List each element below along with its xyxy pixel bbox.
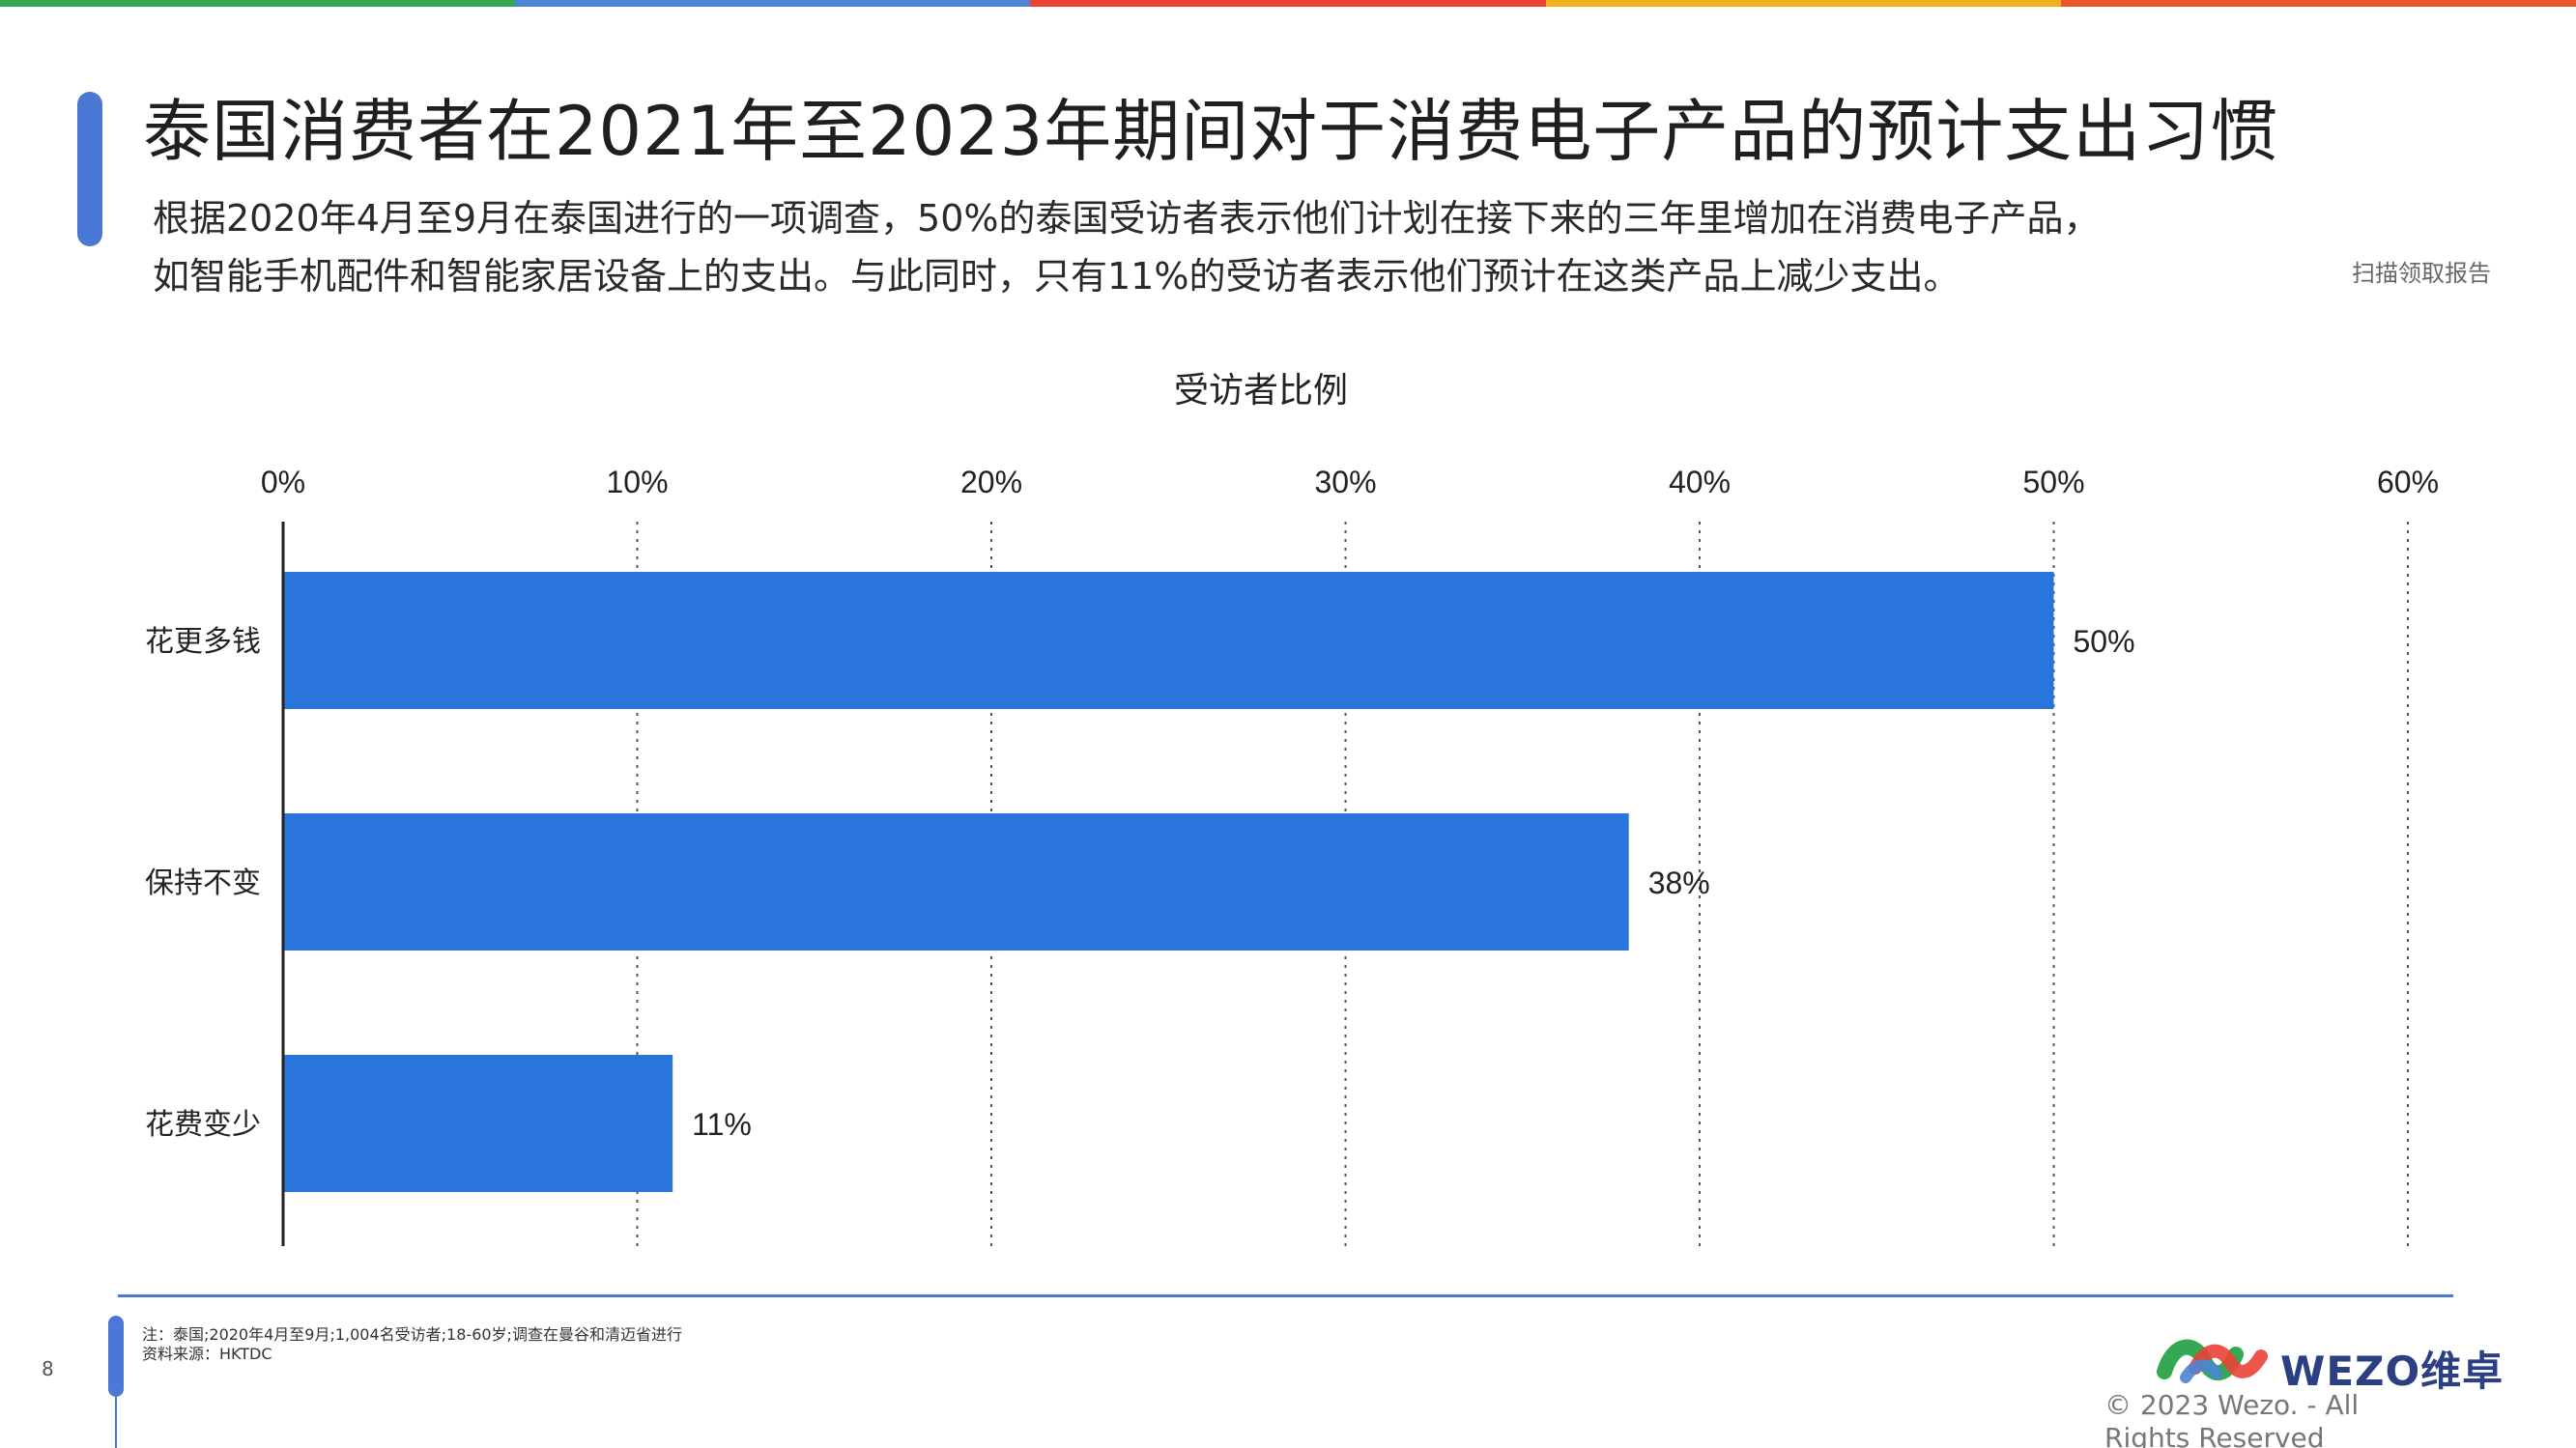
value-label-2: 38%: [1648, 866, 1710, 900]
x-axis-tick-labels: 0% 10% 20% 30% 40% 50% 60%: [261, 465, 2439, 499]
bar-chart: 受访者比例 0% 10% 20% 30% 40% 50% 60% 50% 38% 11% 花更多…: [145, 370, 2439, 1246]
bar-1: [283, 572, 2054, 709]
tick-label-30: 30%: [1314, 465, 1376, 499]
footer-accent-line: [115, 1397, 117, 1448]
value-label-3: 11%: [692, 1107, 752, 1142]
stripe-segment-orange: [2060, 0, 2576, 7]
tick-label-0: 0%: [261, 465, 305, 499]
footer-notes: 注：泰国;2020年4月至9月;1,004名受访者;18-60岁;调查在曼谷和清…: [142, 1325, 682, 1364]
top-color-stripe: [0, 0, 2576, 7]
subtitle-line-2: 如智能手机配件和智能家居设备上的支出。与此同时，只有11%的受访者表示他们预计在…: [153, 255, 1961, 298]
footer-accent-bar: [108, 1316, 124, 1397]
scan-report-link[interactable]: 扫描领取报告: [2352, 260, 2491, 287]
page-number: 8: [42, 1357, 54, 1380]
stripe-segment-blue: [515, 0, 1031, 7]
copyright-text: © 2023 Wezo. - All Rights Reserved: [2104, 1389, 2360, 1448]
bars: [283, 572, 2054, 1192]
value-label-1: 50%: [2074, 624, 2135, 659]
stripe-segment-green: [0, 0, 516, 7]
tick-label-20: 20%: [960, 465, 1022, 499]
category-label-3: 花费变少: [145, 1109, 261, 1141]
tick-label-50: 50%: [2022, 465, 2084, 499]
data-source: 资料来源：HKTDC: [142, 1345, 272, 1363]
page-subtitle: 根据2020年4月至9月在泰国进行的一项调查，50%的泰国受访者表示他们计划在接…: [153, 189, 2375, 305]
bar-3: [283, 1055, 673, 1192]
subtitle-line-1: 根据2020年4月至9月在泰国进行的一项调查，50%的泰国受访者表示他们计划在接…: [153, 197, 2101, 240]
value-labels: 50% 38% 11%: [692, 624, 2134, 1142]
stripe-segment-yellow: [1545, 0, 2061, 7]
title-accent-bar: [77, 92, 102, 246]
chart-title: 受访者比例: [1174, 370, 1348, 410]
category-label-1: 花更多钱: [145, 626, 261, 658]
tick-label-60: 60%: [2377, 465, 2439, 499]
wezo-logo-icon: [2157, 1339, 2268, 1383]
category-label-2: 保持不变: [145, 867, 261, 899]
wezo-logo-text: WEZO维卓: [2280, 1348, 2504, 1395]
tick-label-40: 40%: [1669, 465, 1731, 499]
survey-note: 注：泰国;2020年4月至9月;1,004名受访者;18-60岁;调查在曼谷和清…: [142, 1325, 682, 1344]
page-title: 泰国消费者在2021年至2023年期间对于消费电子产品的预计支出习惯: [143, 92, 2279, 171]
footer-divider: [118, 1294, 2453, 1297]
tick-label-10: 10%: [606, 465, 668, 499]
bar-2: [283, 813, 1629, 951]
stripe-segment-red: [1030, 0, 1546, 7]
